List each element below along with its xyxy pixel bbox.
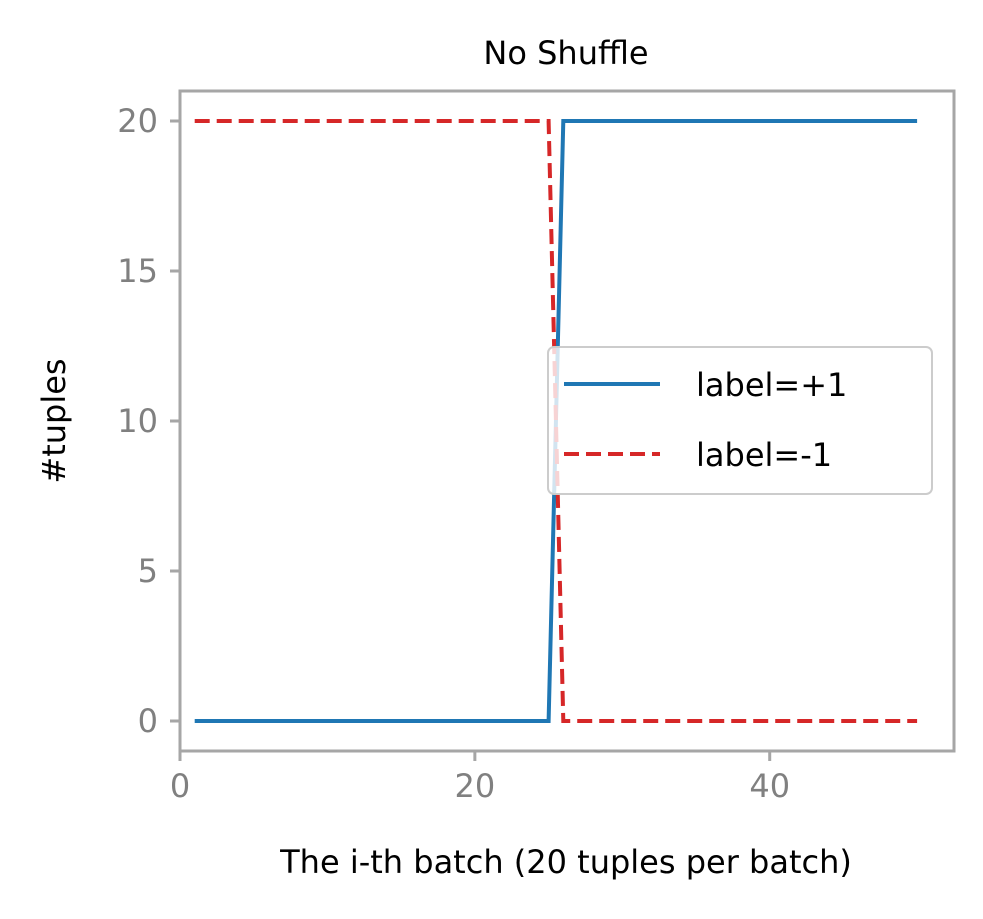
x-axis-label: The i-th batch (20 tuples per batch) (279, 843, 852, 881)
legend-label-series-2: label=-1 (696, 436, 832, 474)
series-line-2 (194, 119, 918, 723)
x-tick-label: 20 (454, 767, 495, 805)
y-tick-label: 15 (117, 252, 158, 290)
y-axis: 0 5 10 15 20 (117, 102, 180, 740)
chart-title: No Shuffle (483, 34, 648, 72)
y-tick-label: 10 (117, 402, 158, 440)
y-tick-label: 0 (138, 702, 158, 740)
y-axis-label: #tuples (35, 358, 73, 483)
y-tick-label: 20 (117, 102, 158, 140)
x-tick-label: 40 (749, 767, 790, 805)
y-tick-label: 5 (138, 552, 158, 590)
legend: label=+1 label=-1 (547, 346, 933, 495)
legend-label-series-1: label=+1 (696, 366, 847, 404)
x-axis: 0 20 40 (170, 751, 790, 805)
x-tick-label: 0 (170, 767, 190, 805)
